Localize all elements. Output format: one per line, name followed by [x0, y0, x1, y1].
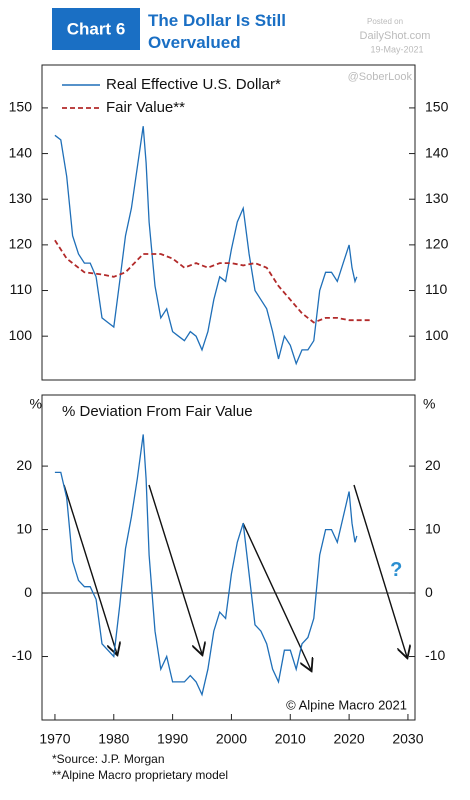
- y-tick-label: 20: [425, 457, 441, 473]
- footnote: **Alpine Macro proprietary model: [52, 768, 228, 782]
- arrow: [242, 522, 311, 670]
- y-tick-label: 150: [425, 99, 449, 115]
- y-tick-label: 120: [9, 236, 33, 252]
- y-axis-label: %: [30, 396, 42, 412]
- badge-box: [52, 8, 140, 50]
- y-tick-label: 100: [9, 327, 33, 343]
- watermark: 19-May-2021: [370, 44, 423, 54]
- arrow: [63, 484, 117, 654]
- data-line: [54, 434, 358, 697]
- legend-label: Real Effective U.S. Dollar*: [106, 76, 281, 93]
- badge: Chart 6: [67, 19, 126, 38]
- y-tick-label: 130: [425, 190, 449, 206]
- y-axis-label: %: [423, 396, 435, 412]
- y-tick-label: 0: [24, 584, 32, 600]
- arrow: [353, 484, 407, 657]
- y-tick-label: 130: [9, 190, 33, 206]
- y-tick-label: 0: [425, 584, 433, 600]
- x-tick-label: 2000: [216, 731, 247, 747]
- panel-title: % Deviation From Fair Value: [62, 403, 253, 420]
- panel-frame: [41, 394, 416, 721]
- y-tick-label: 140: [9, 144, 33, 160]
- y-tick-label: 120: [425, 236, 449, 252]
- x-tick-label: 2020: [334, 731, 365, 747]
- arrow: [148, 484, 202, 654]
- chart-title: The Dollar Is Still Overvalued: [148, 11, 286, 52]
- panel-frame: [41, 64, 416, 381]
- x-tick-label: 2030: [392, 731, 423, 747]
- footnote: *Source: J.P. Morgan: [52, 752, 165, 766]
- y-tick-label: 140: [425, 144, 449, 160]
- data-line: [54, 126, 358, 366]
- y-tick-label: 10: [425, 520, 441, 536]
- watermark: Posted on: [367, 17, 403, 26]
- y-tick-label: -10: [12, 647, 32, 663]
- annotation: ?: [390, 559, 402, 581]
- watermark: @SoberLook: [348, 71, 413, 83]
- y-tick-label: 20: [16, 457, 32, 473]
- y-tick-label: -10: [425, 647, 445, 663]
- y-tick-label: 110: [425, 281, 448, 297]
- y-tick-label: 150: [9, 99, 33, 115]
- x-tick-label: 1970: [39, 731, 70, 747]
- x-tick-label: 1980: [98, 731, 129, 747]
- data-line: [54, 239, 373, 324]
- y-tick-label: 110: [10, 281, 33, 297]
- watermark: DailyShot.com: [360, 30, 431, 42]
- y-tick-label: 100: [425, 327, 449, 343]
- legend-label: Fair Value**: [106, 99, 185, 116]
- x-tick-label: 2010: [275, 731, 306, 747]
- y-tick-label: 10: [16, 520, 32, 536]
- x-tick-label: 1990: [157, 731, 188, 747]
- annotation: © Alpine Macro 2021: [286, 697, 407, 712]
